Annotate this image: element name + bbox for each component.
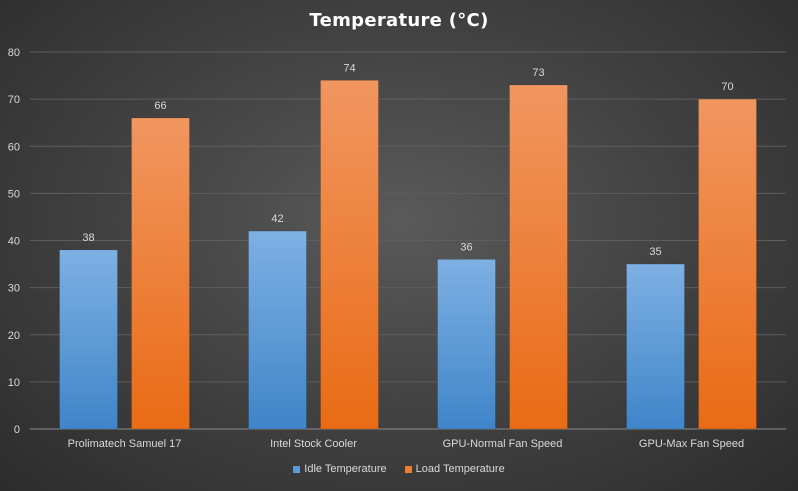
data-label-load: 70 [721, 81, 733, 93]
data-label-idle: 35 [649, 246, 661, 258]
legend-label-load: Load Temperature [415, 463, 505, 475]
bar-load [509, 84, 568, 430]
y-tick-label: 80 [8, 47, 20, 59]
y-tick-label: 40 [8, 236, 20, 248]
x-tick-label: GPU-Normal Fan Speed [443, 438, 563, 450]
data-label-load: 73 [532, 67, 544, 79]
bar-load [320, 80, 379, 430]
legend: Idle Temperature Load Temperature [0, 463, 798, 475]
bar-load [131, 117, 190, 430]
legend-swatch-load [404, 465, 412, 473]
y-axis: 0 10 20 30 40 50 60 70 80 [8, 47, 20, 436]
legend-swatch-idle [293, 465, 301, 473]
data-label-idle: 38 [82, 232, 94, 244]
x-axis: Prolimatech Samuel 17 Intel Stock Cooler G… [68, 438, 744, 450]
bar-idle [437, 259, 496, 430]
bar-idle [59, 249, 118, 430]
data-labels: 38 66 42 74 36 73 35 70 [82, 62, 733, 258]
y-tick-label: 60 [8, 141, 20, 153]
data-label-idle: 36 [460, 241, 472, 253]
chart-title: Temperature (°C) [309, 10, 489, 31]
legend-label-idle: Idle Temperature [304, 463, 387, 475]
bars [59, 80, 757, 430]
y-tick-label: 70 [8, 94, 20, 106]
legend-item-idle[interactable]: Idle Temperature [293, 463, 387, 475]
bar-idle [626, 263, 685, 430]
y-tick-label: 10 [8, 377, 20, 389]
legend-item-load[interactable]: Load Temperature [404, 463, 505, 475]
data-label-idle: 42 [271, 213, 283, 225]
y-tick-label: 20 [8, 330, 20, 342]
data-label-load: 74 [343, 62, 355, 74]
x-tick-label: Prolimatech Samuel 17 [68, 438, 182, 450]
bar-idle [248, 230, 307, 430]
bar-load [698, 98, 757, 430]
x-tick-label: Intel Stock Cooler [270, 438, 357, 450]
y-tick-label: 30 [8, 283, 20, 295]
x-tick-label: GPU-Max Fan Speed [639, 438, 744, 450]
y-tick-label: 50 [8, 188, 20, 200]
data-label-load: 66 [154, 100, 166, 112]
y-tick-label: 0 [14, 424, 20, 436]
